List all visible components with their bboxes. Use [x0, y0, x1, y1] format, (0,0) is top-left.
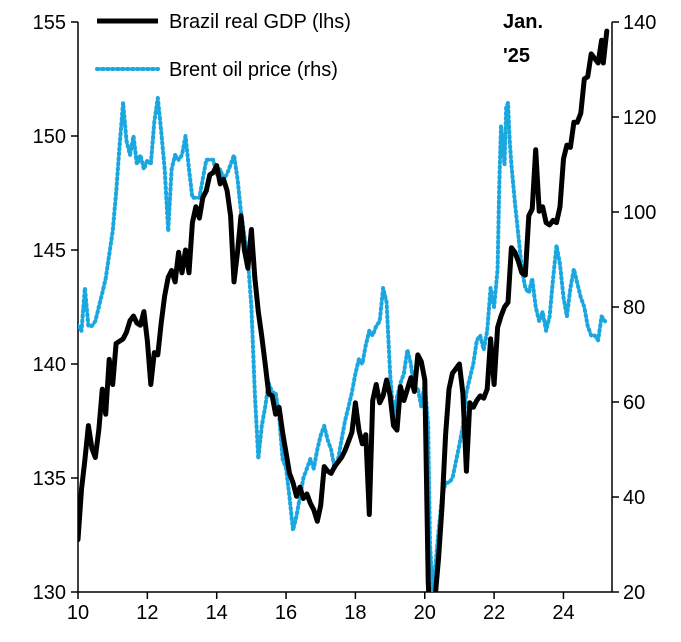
legend-label-gdp: Brazil real GDP (lhs) [169, 11, 351, 33]
x-tick-label: 12 [136, 602, 158, 624]
x-tick-label: 20 [414, 602, 436, 624]
annotation-line-1: Jan. [503, 11, 543, 33]
right-tick-label: 140 [623, 12, 656, 34]
annotation-line-2: '25 [503, 45, 530, 67]
left-tick-label: 155 [33, 12, 66, 34]
x-tick-label: 16 [275, 602, 297, 624]
x-tick-label: 22 [483, 602, 505, 624]
series-gdp-line [78, 28, 610, 592]
x-tick-label: 10 [67, 602, 89, 624]
left-tick-label: 145 [33, 240, 66, 262]
right-tick-label: 20 [623, 582, 645, 604]
left-tick-label: 135 [33, 468, 66, 490]
x-tick-label: 18 [344, 602, 366, 624]
right-tick-label: 120 [623, 107, 656, 129]
right-tick-label: 100 [623, 202, 656, 224]
left-tick-label: 140 [33, 354, 66, 376]
x-tick-label: 14 [206, 602, 228, 624]
annotation: Jan. '25 [503, 11, 543, 67]
legend-label-oil: Brent oil price (rhs) [169, 59, 338, 81]
left-axis-ticks: 130 135 140 145 150 155 [33, 12, 78, 604]
right-tick-label: 60 [623, 392, 645, 414]
left-tick-label: 150 [33, 126, 66, 148]
series-layer [78, 28, 610, 592]
x-axis-ticks: 10 12 14 16 18 20 22 24 [67, 592, 575, 624]
right-axis-ticks: 20 40 60 80 100 120 140 [612, 12, 656, 604]
legend-item-gdp: Brazil real GDP (lhs) [97, 11, 351, 33]
legend-item-oil: Brent oil price (rhs) [95, 59, 338, 81]
series-oil-line [78, 96, 608, 592]
x-tick-label: 24 [552, 602, 574, 624]
right-tick-label: 40 [623, 487, 645, 509]
right-tick-label: 80 [623, 297, 645, 319]
legend: Brazil real GDP (lhs) Brent oil price (r… [95, 11, 351, 81]
left-tick-label: 130 [33, 582, 66, 604]
